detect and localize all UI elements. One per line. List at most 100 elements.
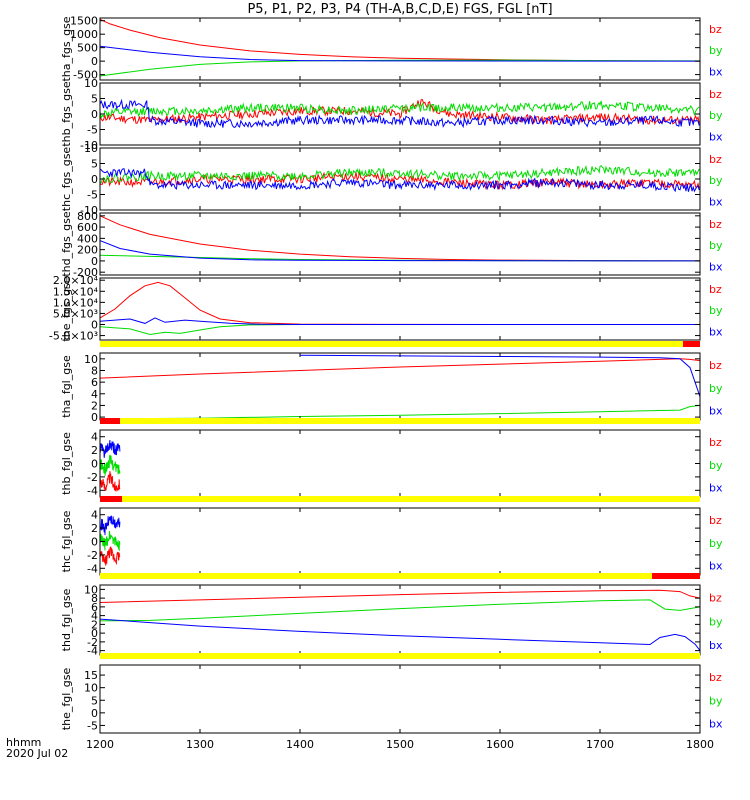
legend-bx: bx [709, 65, 723, 78]
legend-by: by [709, 459, 723, 472]
series-group [100, 354, 700, 420]
x-tick-label: 1600 [486, 738, 514, 751]
y-tick-label: -200 [73, 266, 98, 279]
series-group [100, 281, 700, 336]
legend-bx: bx [709, 639, 723, 652]
y-axis-label: thc_fgl_gse [60, 510, 73, 572]
legend-bx: bx [709, 260, 723, 273]
panel-thb_fgl_gse: 420-2-4 thb_fgl_gse bz by bx [60, 418, 723, 498]
legend-bz: bz [709, 359, 722, 372]
y-tick-label: 2.0×10⁴ [53, 274, 99, 287]
series-group [100, 515, 121, 566]
y-tick-label: 0 [91, 707, 98, 720]
y-tick-label: 4 [91, 431, 98, 444]
y-tick-label: -500 [73, 69, 98, 82]
legend-by: by [709, 615, 723, 628]
y-tick-label: 600 [77, 221, 98, 234]
series-line-bz [100, 99, 700, 126]
y-tick-label: 1.5×10⁴ [53, 285, 99, 298]
legend-by: by [709, 382, 723, 395]
legend-bz: bz [709, 283, 722, 296]
legend-bx: bx [709, 195, 723, 208]
panel-the_fgs_gse: 2.0×10⁴1.5×10⁴1.0×10⁴5.0×10³0-5.0×10³the… [49, 274, 723, 342]
legend-bx: bx [709, 717, 723, 730]
y-axis-label: thb_fgs_gse [60, 81, 73, 147]
y-tick-label: 0 [91, 627, 98, 640]
y-tick-label: 0 [91, 55, 98, 68]
series-line-bx [100, 98, 700, 129]
y-tick-label: 10 [84, 353, 98, 366]
panel-frame [99, 507, 701, 576]
legend-by: by [709, 694, 723, 707]
panel-thb_fgs_gse: 10 5 0 -5 -10 thb_fgs_gse bz by bx [60, 77, 723, 152]
series-line-bz [100, 358, 700, 379]
y-tick-label: 10 [84, 583, 98, 596]
y-tick-label: -5 [87, 189, 98, 202]
status-bar-segment [100, 341, 683, 347]
series-line-bx [100, 515, 121, 536]
legend-bz: bz [709, 436, 722, 449]
series-group [100, 439, 121, 492]
y-tick-label: -4 [87, 562, 98, 575]
x-tick-label: 1200 [86, 738, 114, 751]
y-tick-label: 5 [91, 694, 98, 707]
y-tick-label: 10 [84, 682, 98, 695]
y-tick-label: -4 [87, 645, 98, 658]
series-line-by [100, 59, 700, 77]
y-tick-label: -2 [87, 549, 98, 562]
y-tick-label: 8 [91, 364, 98, 377]
legend-bx: bx [709, 560, 723, 573]
panel-frame [99, 352, 701, 421]
y-tick-label: -4 [87, 484, 98, 497]
y-tick-label: 1000 [70, 28, 98, 41]
legend-by: by [709, 109, 723, 122]
y-axis-label: tha_fgl_gse [60, 355, 73, 418]
series-line-by [100, 599, 700, 622]
y-tick-label: -10 [80, 139, 98, 152]
y-axis-label: thc_fgs_gse [60, 147, 73, 212]
panel-thc_fgs_gse: 10 5 0 -5 -10 thc_fgs_gse bz by bx [60, 142, 723, 217]
y-tick-label: 0 [91, 458, 98, 471]
series-line-by [100, 324, 700, 336]
y-tick-label: 0 [91, 411, 98, 424]
legend-by: by [709, 537, 723, 550]
legend-by: by [709, 44, 723, 57]
y-tick-label: 800 [77, 210, 98, 223]
legend-by: by [709, 174, 723, 187]
y-tick-label: 5.0×10³ [53, 307, 98, 320]
y-tick-label: 2 [91, 618, 98, 631]
legend-bx: bx [709, 130, 723, 143]
y-tick-label: -2 [87, 471, 98, 484]
date-label: 2020 Jul 02 [6, 747, 68, 760]
y-tick-label: -5 [87, 719, 98, 732]
status-bar-segment [120, 418, 700, 424]
series-group [100, 589, 700, 651]
series-line-by [100, 404, 700, 420]
y-tick-label: 2 [91, 399, 98, 412]
y-tick-label: 10 [84, 142, 98, 155]
y-axis-label: thb_fgl_gse [60, 432, 73, 495]
y-tick-label: 15 [84, 669, 98, 682]
status-bar-segment [100, 653, 700, 659]
y-axis-label: thd_fgs_gse [60, 211, 73, 277]
y-tick-label: 1.0×10⁴ [53, 296, 99, 309]
x-axis-label: hhmm [6, 736, 41, 749]
legend-bz: bz [709, 218, 722, 231]
legend-bx: bx [709, 405, 723, 418]
y-tick-label: 10 [84, 77, 98, 90]
status-bar-segment [652, 573, 700, 579]
series-line-bx [299, 354, 700, 397]
series-line-bx [100, 45, 700, 62]
series-line-bz [100, 471, 121, 492]
y-tick-label: -10 [80, 204, 98, 217]
y-tick-label: 8 [91, 592, 98, 605]
y-tick-label: 200 [77, 244, 98, 257]
y-axis-label: tha_fgs_gse [60, 16, 73, 81]
series-group [100, 165, 700, 193]
y-tick-label: 6 [91, 376, 98, 389]
x-tick-label: 1700 [586, 738, 614, 751]
y-tick-label: 0 [91, 319, 98, 332]
